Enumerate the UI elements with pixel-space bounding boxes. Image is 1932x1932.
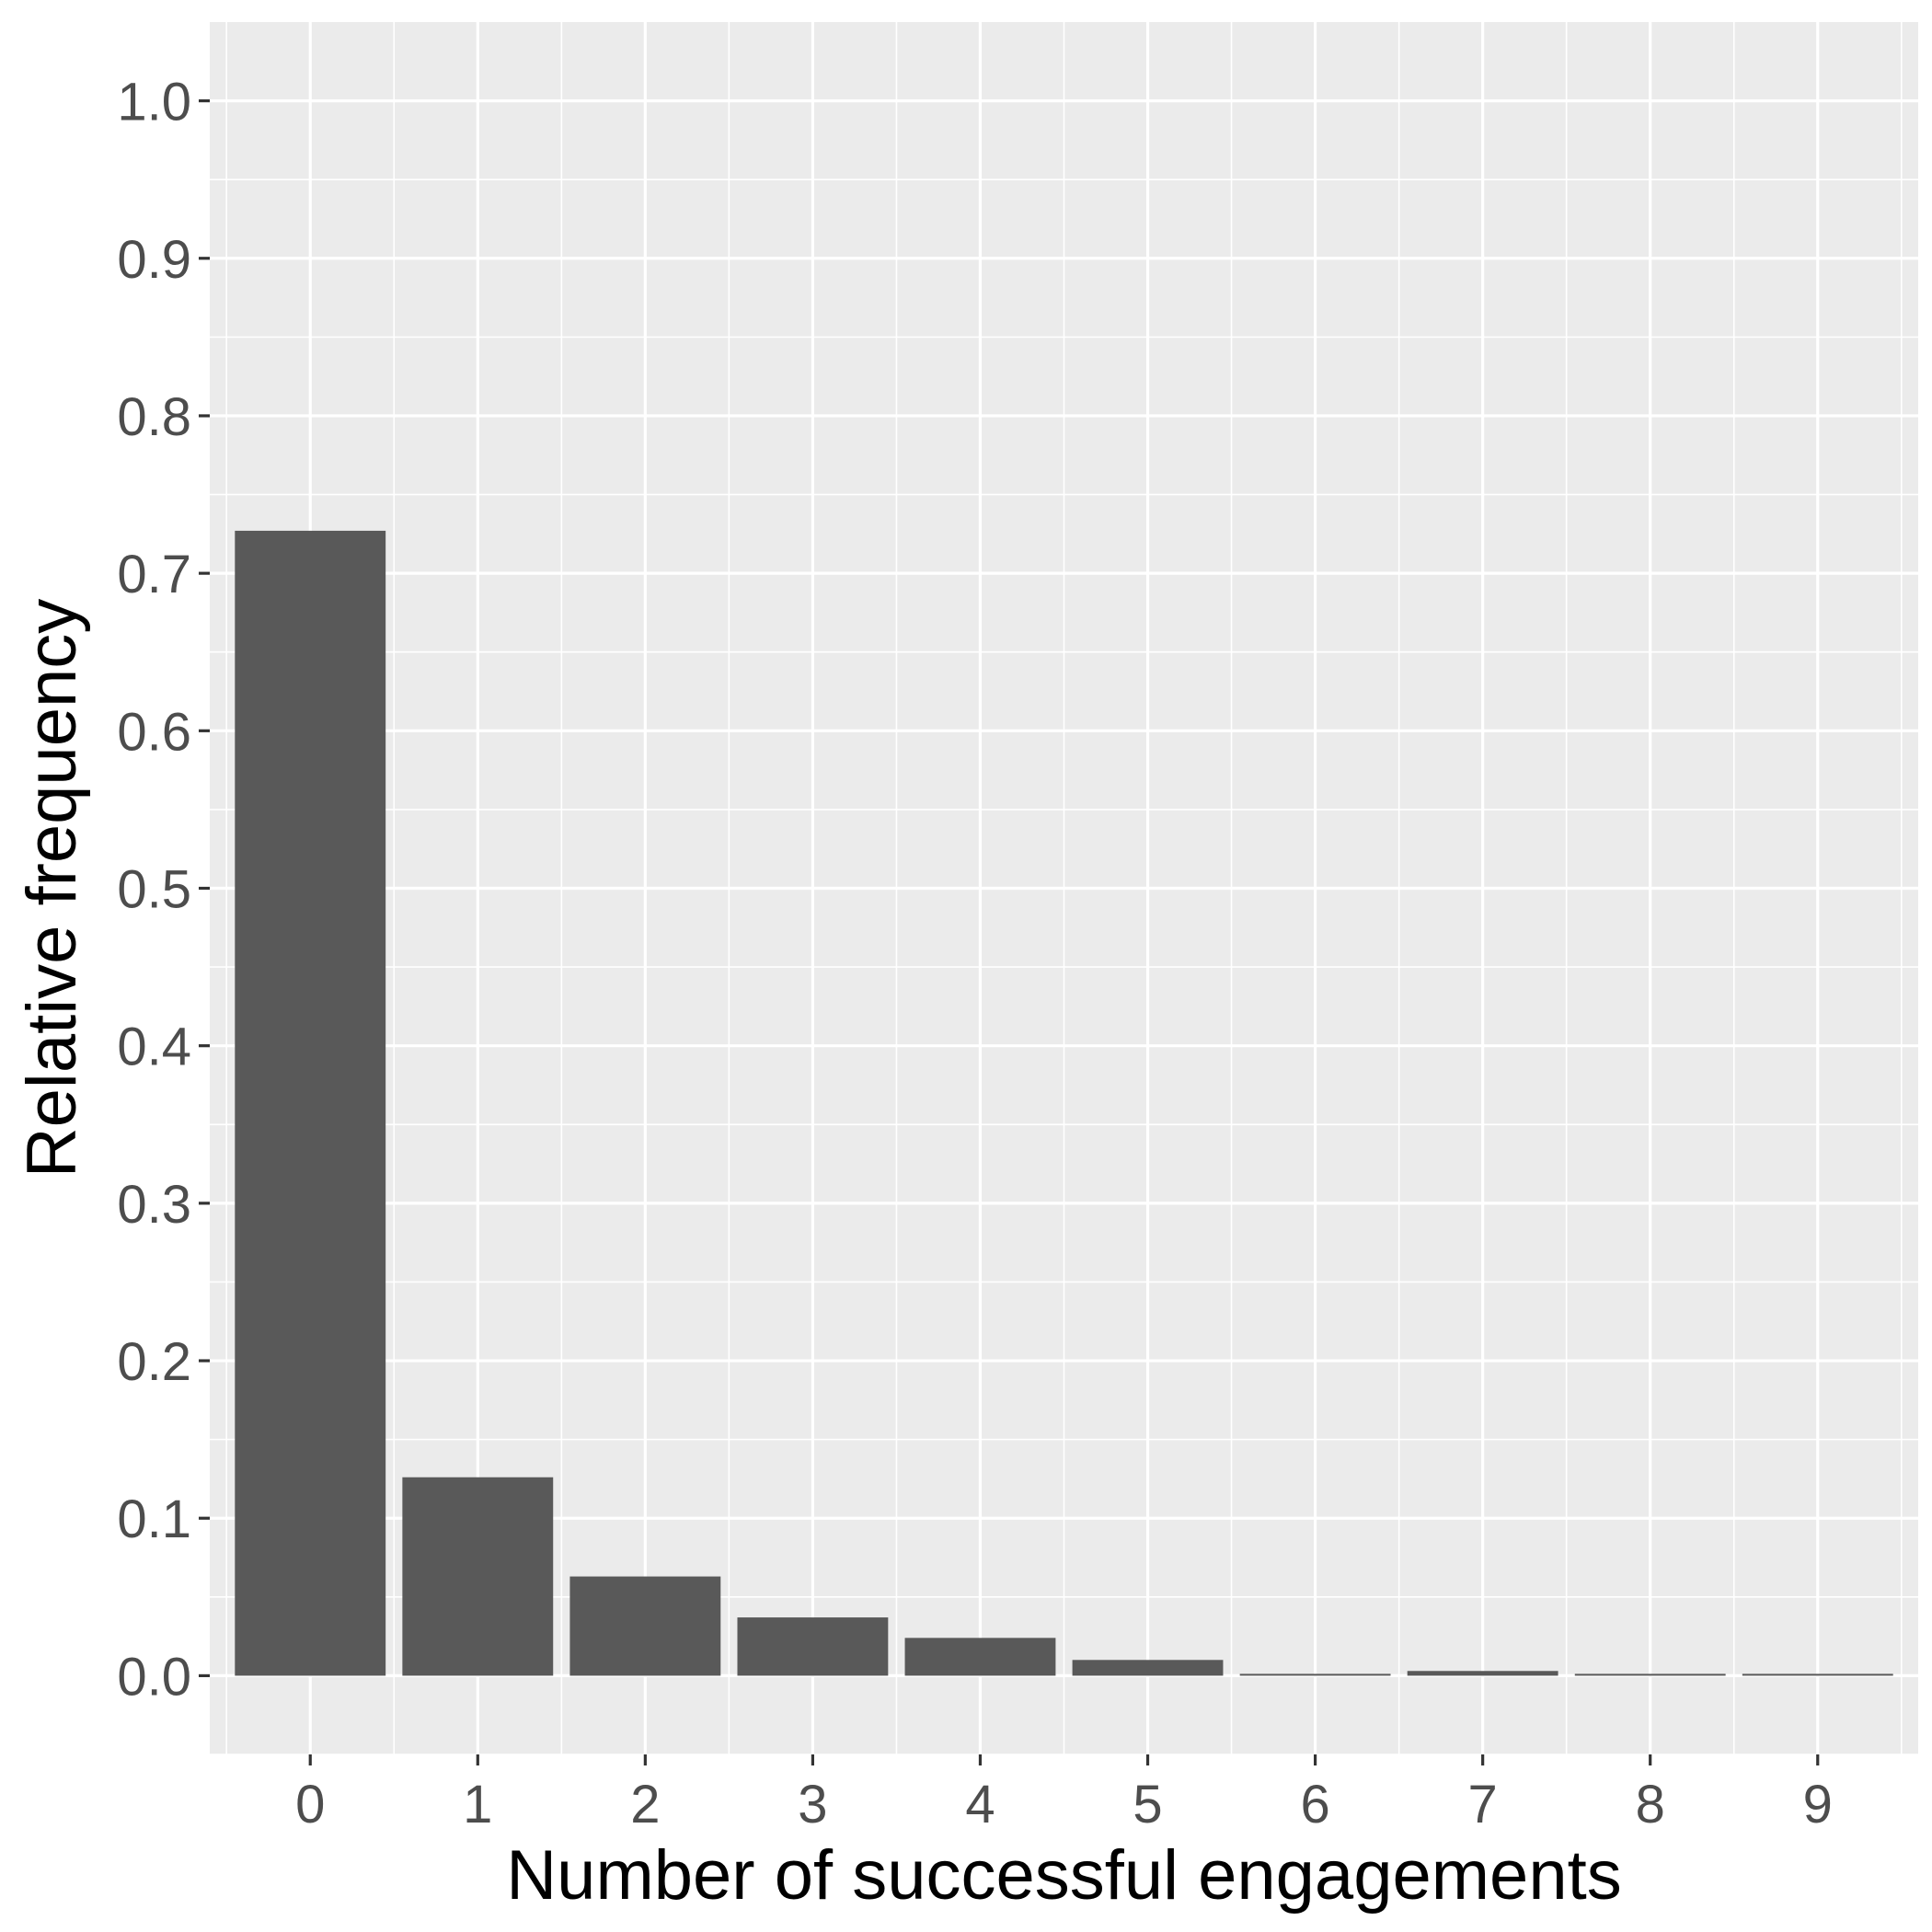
bar-1 — [402, 1477, 554, 1676]
bar-3 — [737, 1617, 889, 1676]
bar-6 — [1239, 1673, 1391, 1676]
bar-2 — [569, 1576, 721, 1676]
x-tick-label: 0 — [295, 1775, 325, 1834]
y-axis: 0.0 0.1 0.2 0.3 0.4 0.5 0.6 0.7 0.8 0.9 1.0 — [117, 73, 210, 1707]
bar-9 — [1742, 1673, 1893, 1676]
y-tick-label: 1.0 — [117, 73, 191, 132]
y-tick-label: 0.5 — [117, 860, 191, 920]
x-tick-label: 4 — [965, 1775, 995, 1834]
y-tick-label: 0.2 — [117, 1332, 191, 1392]
y-tick-label: 0.6 — [117, 702, 191, 762]
x-tick-label: 6 — [1300, 1775, 1329, 1834]
y-tick-label: 0.0 — [117, 1647, 191, 1707]
bar-0 — [235, 530, 386, 1676]
x-tick-label: 7 — [1468, 1775, 1498, 1834]
y-tick-label: 0.4 — [117, 1018, 191, 1077]
x-tick-label: 2 — [630, 1775, 660, 1834]
y-tick-label: 0.9 — [117, 230, 191, 290]
bar-5 — [1072, 1660, 1224, 1676]
x-tick-label: 9 — [1803, 1775, 1833, 1834]
y-tick-label: 0.7 — [117, 545, 191, 604]
bar-7 — [1407, 1671, 1558, 1676]
bar-8 — [1574, 1673, 1726, 1676]
y-axis-title: Relative frequency — [13, 599, 91, 1178]
x-axis: 0 1 2 3 4 5 6 7 8 9 — [295, 1754, 1833, 1834]
x-tick-label: 8 — [1636, 1775, 1665, 1834]
bar-4 — [904, 1638, 1056, 1676]
y-tick-label: 0.3 — [117, 1175, 191, 1235]
x-axis-title: Number of successful engagements — [506, 1836, 1621, 1915]
bars — [235, 530, 1893, 1676]
y-tick-label: 0.1 — [117, 1489, 191, 1549]
y-tick-label: 0.8 — [117, 387, 191, 447]
x-tick-label: 1 — [463, 1775, 492, 1834]
x-tick-label: 3 — [798, 1775, 827, 1834]
x-tick-label: 5 — [1133, 1775, 1162, 1834]
